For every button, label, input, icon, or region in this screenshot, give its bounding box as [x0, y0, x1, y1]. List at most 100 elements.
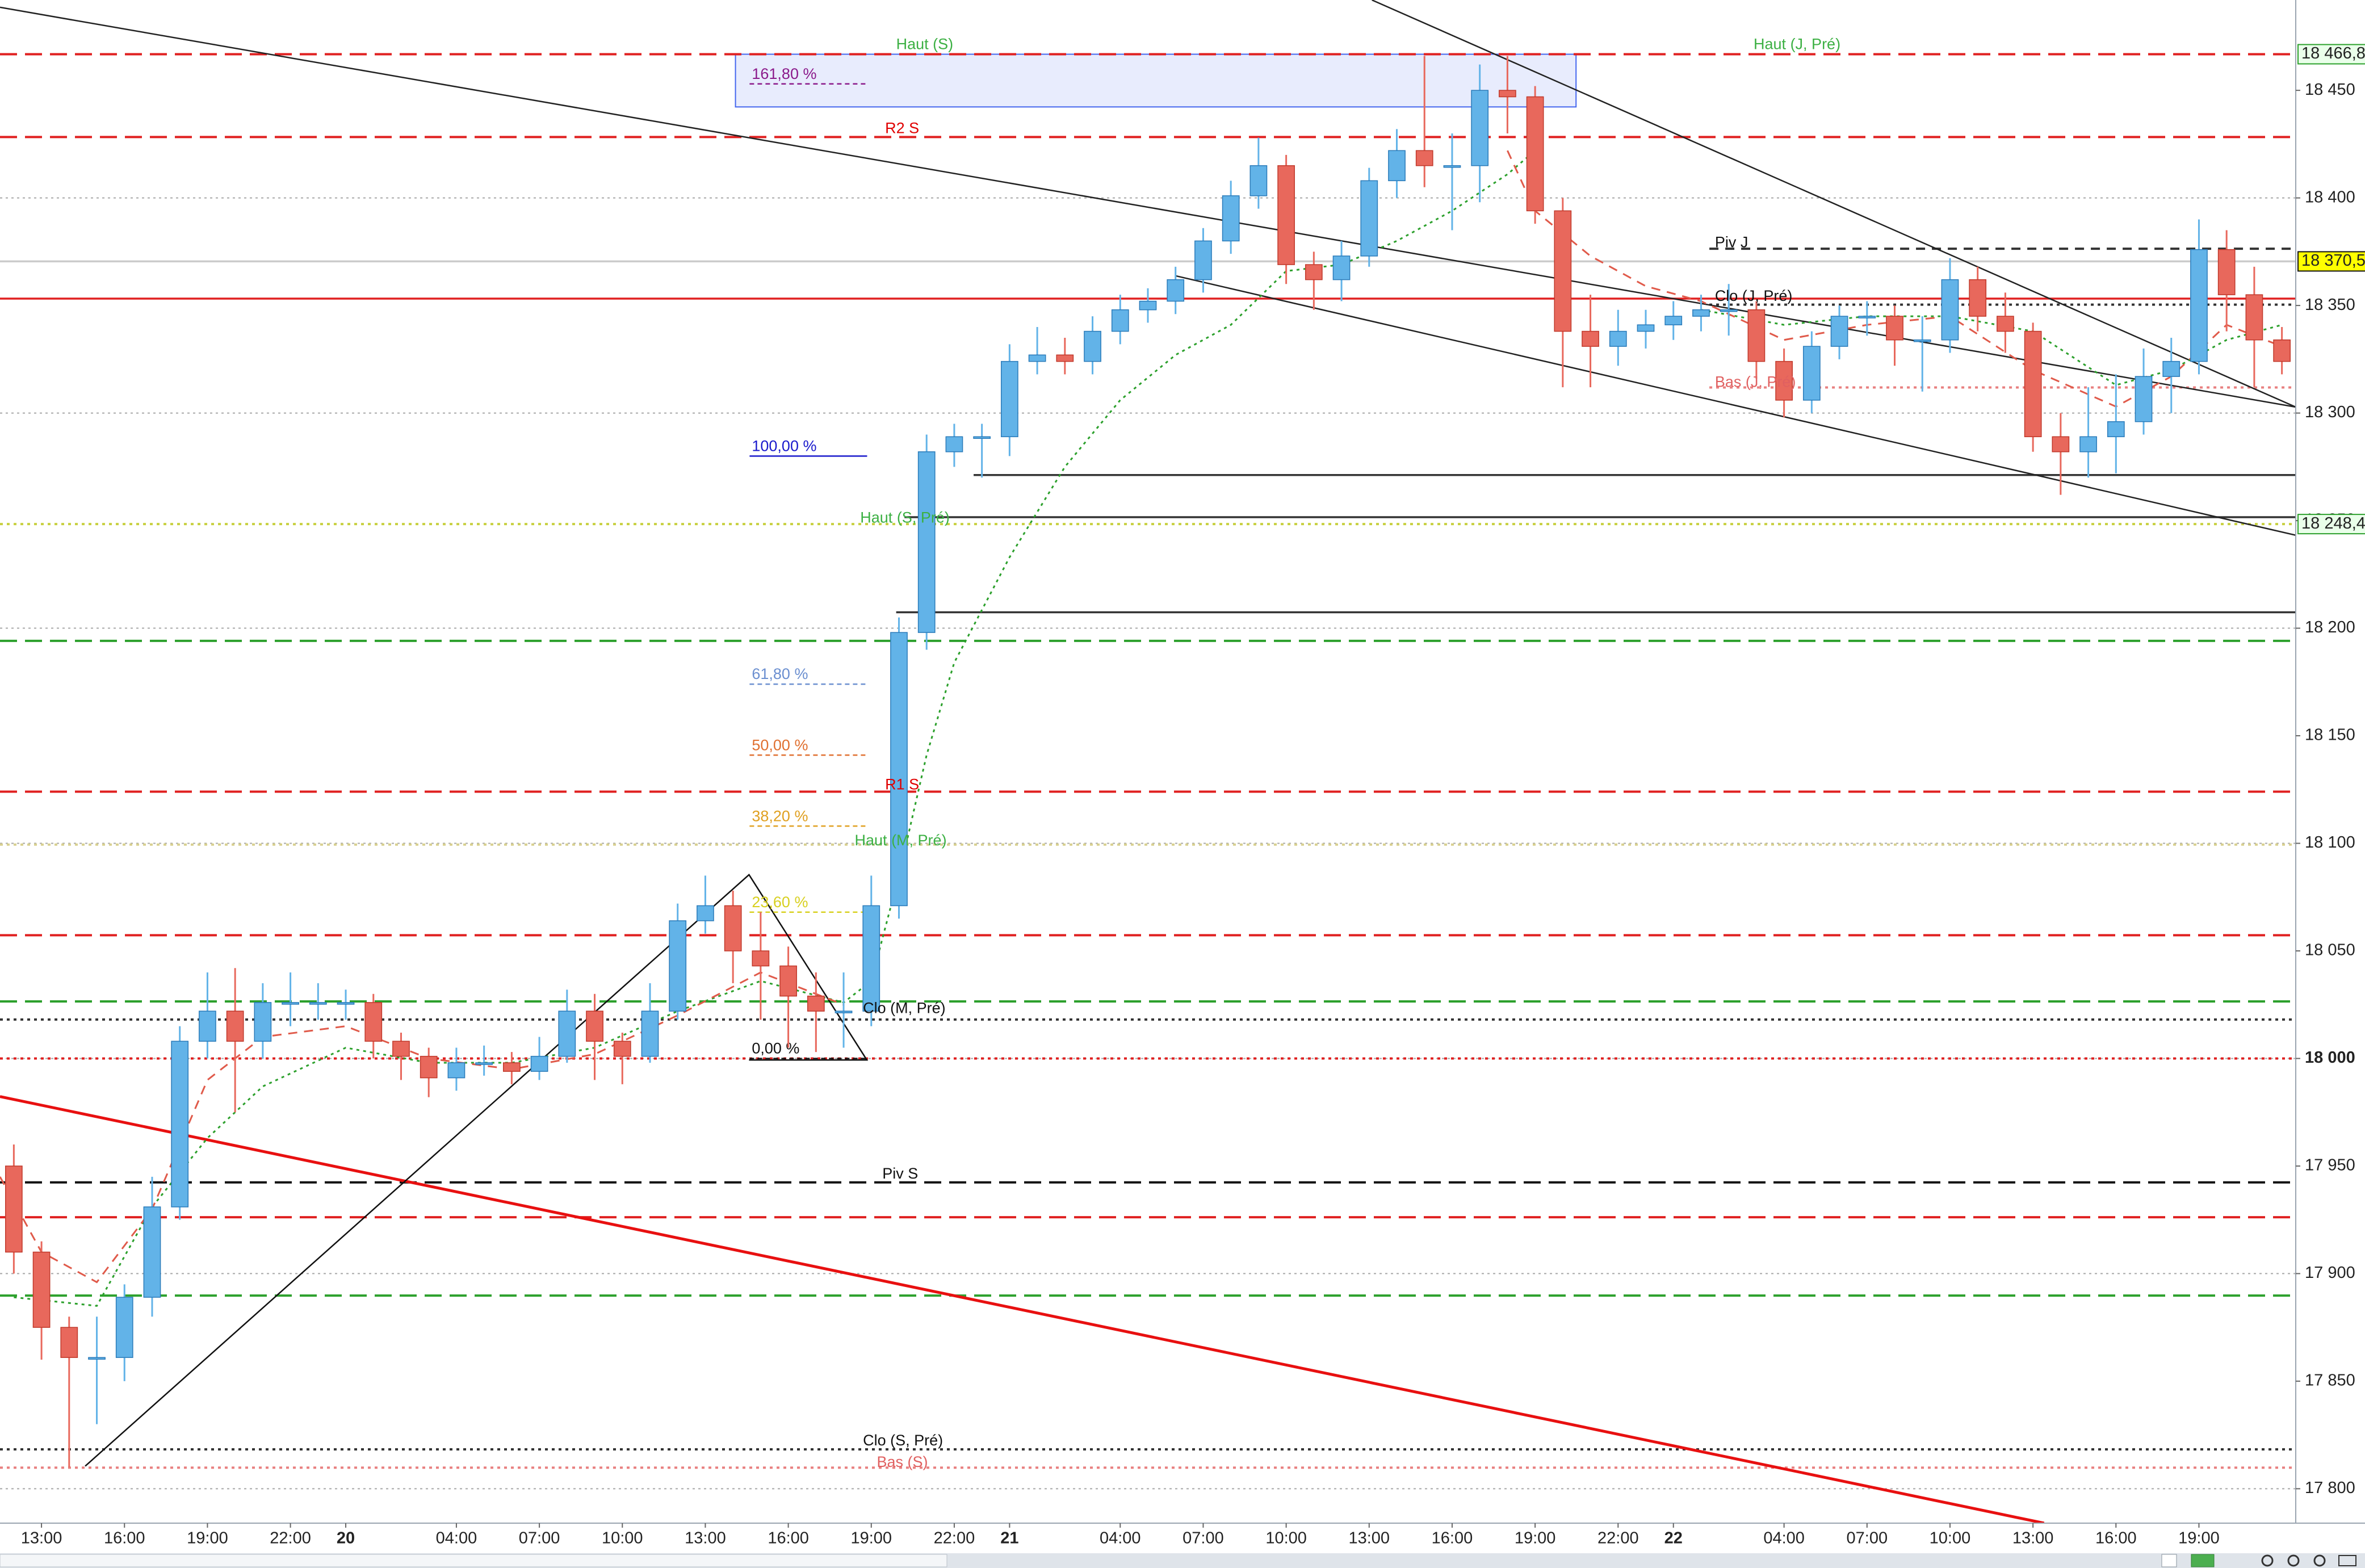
price-tag-label: 18 248,4: [2301, 514, 2365, 533]
candle-body: [1222, 195, 1240, 242]
fit-button[interactable]: [2191, 1554, 2215, 1567]
x-tick-label: 07:00: [519, 1529, 560, 1548]
candle-body: [1388, 150, 1406, 182]
candle-body: [254, 1002, 272, 1042]
x-tick-label: 22: [1664, 1529, 1683, 1548]
candle-body: [1471, 90, 1489, 166]
candle-body: [862, 905, 880, 1012]
candle-body: [1830, 316, 1848, 347]
candle-body: [309, 1002, 327, 1005]
zoom-out-button[interactable]: [2287, 1554, 2300, 1567]
level-label: Bas (J, Pré): [1715, 374, 1796, 391]
y-tick-label: 17 800: [2305, 1479, 2355, 1497]
candle-body: [558, 1011, 576, 1057]
x-tick-label: 04:00: [436, 1529, 477, 1548]
candle-body: [779, 965, 797, 997]
candle-body: [1582, 330, 1599, 347]
candle-body: [1443, 165, 1461, 168]
candle-body: [1637, 324, 1655, 332]
candle-body: [1084, 330, 1101, 362]
candle-body: [1167, 279, 1185, 302]
y-tick-label: 18 300: [2305, 403, 2355, 421]
candle-body: [475, 1062, 493, 1065]
x-tick-label: 13:00: [21, 1529, 62, 1548]
zone: [735, 53, 1577, 108]
x-tick-label: 07:00: [1182, 1529, 1224, 1548]
zoom-reset-button[interactable]: [2313, 1554, 2326, 1567]
candle-body: [1802, 346, 1821, 401]
price-tag-label: 18 370,5: [2301, 251, 2365, 270]
candle-body: [503, 1062, 521, 1072]
candle-body: [835, 1011, 853, 1013]
candle-body: [1997, 316, 2014, 332]
candle-body: [60, 1327, 78, 1358]
x-tick-label: 13:00: [1348, 1529, 1390, 1548]
x-tick-label: 19:00: [1515, 1529, 1556, 1548]
candle-body: [1747, 309, 1766, 362]
candle-body: [115, 1297, 133, 1358]
x-tick-label: 10:00: [1265, 1529, 1307, 1548]
price-tag-label: 18 466,8: [2301, 44, 2365, 62]
plot-area: 161,80 % 100,00 % 61,80 % 50,00 % 38,20 % 23,…: [0, 0, 2296, 1523]
candle-body: [1194, 240, 1212, 280]
candle-body: [1609, 330, 1627, 347]
candle-body: [586, 1011, 603, 1042]
candle-body: [1139, 300, 1157, 311]
x-tick-label: 10:00: [602, 1529, 643, 1548]
candle-body: [2245, 294, 2263, 341]
candle-body: [2273, 339, 2291, 362]
fib-label: 23,60 %: [752, 894, 808, 911]
settings-button[interactable]: [2338, 1555, 2356, 1566]
fib-label: 61,80 %: [752, 665, 808, 682]
x-tick-label: 16:00: [104, 1529, 145, 1548]
fib-label: 38,20 %: [752, 807, 808, 824]
candle-body: [226, 1011, 244, 1042]
scroll-right-button[interactable]: [2161, 1554, 2177, 1567]
level-label: Bas (S): [877, 1453, 928, 1470]
candle-body: [1969, 279, 1987, 317]
candle-body: [641, 1011, 659, 1057]
zoom-in-button[interactable]: [2261, 1554, 2274, 1567]
x-tick-label: 21: [1000, 1529, 1018, 1548]
candle-body: [973, 436, 991, 439]
y-tick-label: 17 950: [2305, 1156, 2355, 1175]
scrollbar[interactable]: [0, 1553, 2365, 1568]
candle-body: [282, 1002, 299, 1005]
x-tick-label: 04:00: [1763, 1529, 1805, 1548]
candle-body: [171, 1041, 189, 1208]
trendline: [0, 1095, 2045, 1523]
candle-body: [2079, 436, 2097, 452]
x-tick-label: 16:00: [768, 1529, 809, 1548]
x-tick-label: 07:00: [1847, 1529, 1888, 1548]
candle-body: [669, 920, 687, 1012]
x-tick-label: 22:00: [1597, 1529, 1639, 1548]
candle-body: [1249, 165, 1268, 196]
y-tick-label: 17 900: [2305, 1264, 2355, 1282]
candle-body: [945, 436, 963, 452]
candle-body: [1305, 264, 1323, 280]
fib-label: 100,00 %: [752, 438, 816, 455]
candle-body: [2135, 376, 2153, 422]
candle-body: [447, 1062, 466, 1079]
level-label: Clo (S, Pré): [863, 1432, 943, 1449]
candle-body: [2107, 421, 2125, 438]
candle-body: [392, 1041, 410, 1057]
candle-body: [1664, 316, 1683, 325]
candle-body: [1886, 316, 1903, 341]
scroll-thumb[interactable]: [0, 1554, 947, 1567]
x-tick-label: 10:00: [1930, 1529, 1971, 1548]
candle-body: [364, 1002, 383, 1042]
level-label: Haut (M, Pré): [855, 832, 947, 849]
candle-body: [1001, 360, 1018, 438]
level-label: Piv S: [882, 1165, 918, 1182]
candle-body: [1360, 180, 1378, 257]
level-label: R2 S: [885, 119, 919, 136]
trendline: [1372, 0, 2296, 408]
candle-body: [1913, 339, 1931, 342]
x-tick-label: 13:00: [685, 1529, 726, 1548]
candle-body: [88, 1357, 106, 1360]
axes: 17 800 17 850 17 900 17 950 18 000 18 050 18 1…: [21, 44, 2365, 1548]
candle-body: [2024, 330, 2042, 438]
x-tick-label: 22:00: [270, 1529, 311, 1548]
